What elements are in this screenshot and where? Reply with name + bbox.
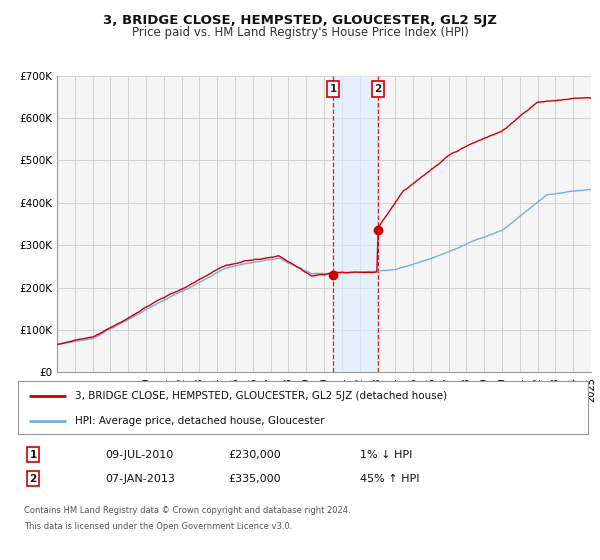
Text: 45% ↑ HPI: 45% ↑ HPI	[360, 474, 419, 484]
Text: 09-JUL-2010: 09-JUL-2010	[105, 450, 173, 460]
Text: £335,000: £335,000	[228, 474, 281, 484]
Text: 1: 1	[29, 450, 37, 460]
Text: £230,000: £230,000	[228, 450, 281, 460]
Text: 2: 2	[29, 474, 37, 484]
Text: This data is licensed under the Open Government Licence v3.0.: This data is licensed under the Open Gov…	[24, 522, 292, 531]
Text: 3, BRIDGE CLOSE, HEMPSTED, GLOUCESTER, GL2 5JZ (detached house): 3, BRIDGE CLOSE, HEMPSTED, GLOUCESTER, G…	[75, 391, 447, 401]
Text: 2: 2	[374, 84, 382, 94]
Text: Contains HM Land Registry data © Crown copyright and database right 2024.: Contains HM Land Registry data © Crown c…	[24, 506, 350, 515]
Bar	[333, 76, 378, 372]
Text: HPI: Average price, detached house, Gloucester: HPI: Average price, detached house, Glou…	[75, 416, 325, 426]
Text: Price paid vs. HM Land Registry's House Price Index (HPI): Price paid vs. HM Land Registry's House …	[131, 26, 469, 39]
Text: 1: 1	[329, 84, 337, 94]
Text: 07-JAN-2013: 07-JAN-2013	[105, 474, 175, 484]
Text: 1% ↓ HPI: 1% ↓ HPI	[360, 450, 412, 460]
Text: 3, BRIDGE CLOSE, HEMPSTED, GLOUCESTER, GL2 5JZ: 3, BRIDGE CLOSE, HEMPSTED, GLOUCESTER, G…	[103, 14, 497, 27]
